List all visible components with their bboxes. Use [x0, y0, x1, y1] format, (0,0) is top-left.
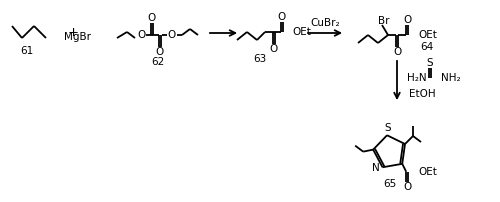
Text: O: O	[156, 47, 164, 57]
Text: OEt: OEt	[292, 27, 311, 37]
Text: 65: 65	[384, 179, 396, 189]
Text: O: O	[278, 12, 286, 22]
Text: CuBr₂: CuBr₂	[310, 18, 340, 28]
Text: NH₂: NH₂	[441, 73, 460, 83]
Text: EtOH: EtOH	[409, 89, 436, 99]
Text: 62: 62	[152, 57, 164, 67]
Text: O: O	[168, 30, 176, 40]
Text: 64: 64	[420, 42, 433, 52]
Text: MgBr: MgBr	[64, 32, 91, 42]
Text: O: O	[393, 47, 401, 57]
Text: Br: Br	[378, 16, 390, 26]
Text: OEt: OEt	[418, 30, 437, 40]
Text: S: S	[384, 123, 392, 133]
Text: H₂N: H₂N	[407, 73, 426, 83]
Text: OEt: OEt	[418, 167, 437, 177]
Text: O: O	[137, 30, 145, 40]
Text: 63: 63	[254, 54, 266, 64]
Text: O: O	[403, 15, 411, 25]
Text: 61: 61	[20, 46, 34, 56]
Text: O: O	[270, 44, 278, 54]
Text: N: N	[372, 163, 380, 173]
Text: +: +	[68, 26, 78, 40]
Text: O: O	[403, 182, 411, 192]
Text: O: O	[148, 13, 156, 23]
Text: S: S	[426, 58, 434, 68]
